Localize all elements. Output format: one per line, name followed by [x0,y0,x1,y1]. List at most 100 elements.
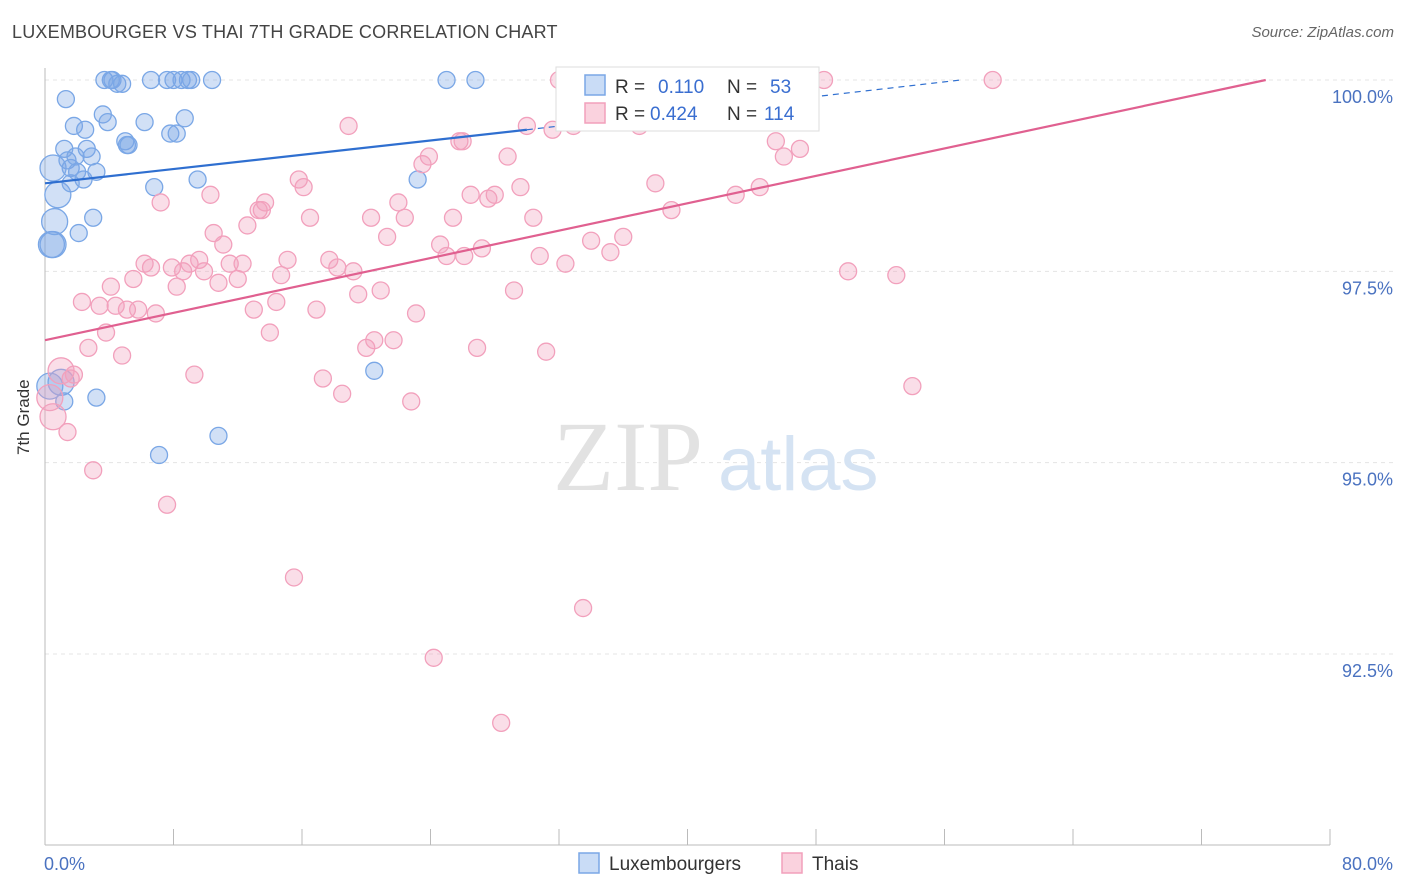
thais-point-19 [146,304,165,323]
thais-point-47 [300,208,320,227]
thais-point-63 [395,208,414,227]
thais-point-74 [461,185,480,204]
thais-point-1 [39,403,67,431]
luxembourgers-point-25 [98,112,117,132]
thais-point-28 [194,262,214,281]
source-label: Source: ZipAtlas.com [1251,24,1394,41]
luxembourgers-point-42 [175,109,194,128]
luxembourgers-point-29 [112,74,132,93]
stats-legend: R = 0.110 N = 53 R = 0.424 N = 114 [555,66,820,132]
luxembourgers-point-19 [82,147,101,166]
thais-point-91 [573,598,593,618]
thais-point-9 [90,296,109,315]
thais-point-35 [233,254,252,273]
thais-point-106 [790,139,810,159]
luxembourgers-point-15 [69,223,88,243]
thais-point-3 [58,422,77,442]
luxembourgers-point-20 [84,208,103,227]
thais-point-29 [201,185,220,204]
luxembourgers-point-45 [188,170,207,189]
thais-point-78 [485,185,504,204]
watermark-atlas: atlas [718,422,879,507]
thais-point-80 [498,147,517,166]
x-tick-labels: 0.0% 80.0% [44,854,1393,874]
luxembourgers-point-48 [365,361,384,380]
legend-n-label-2: N = [727,104,757,125]
thais-point-71 [443,208,463,227]
thais-point-105 [774,147,794,166]
thais-point-16 [129,300,148,319]
watermark: ZIP atlas [553,401,879,512]
thais-point-52 [333,384,352,403]
bottom-legend-label-thais: Thais [812,854,858,875]
thais-point-61 [384,331,403,350]
luxembourgers-point-1 [39,230,67,259]
thais-point-11 [101,277,121,296]
thais-point-32 [214,235,233,254]
luxembourgers-point-40 [167,124,186,143]
thais-point-110 [903,376,922,396]
legend-swatch-luxembourgers [584,74,606,96]
thais-point-109 [887,266,906,285]
thais-point-15 [124,269,143,289]
luxembourgers-point-35 [145,177,164,197]
thais-point-82 [511,177,530,197]
thais-point-59 [371,281,390,300]
thais-point-85 [530,246,549,266]
thais-point-75 [467,338,487,358]
luxembourgers-point-34 [141,70,161,90]
thais-point-79 [492,713,511,733]
bottom-legend-swatch-luxembourgers [578,852,600,874]
thais-point-31 [209,273,228,292]
y-tick-label-3: 92.5% [1342,661,1393,681]
thais-point-97 [646,174,665,193]
thais-point-60 [377,227,397,247]
chart-title: LUXEMBOURGER VS THAI 7TH GRADE CORRELATI… [12,22,558,42]
legend-r-label-1: R = [615,77,645,98]
thais-point-67 [419,147,439,166]
thais-point-83 [517,116,537,136]
series-luxembourgers [36,70,485,465]
thais-point-98 [662,200,681,220]
thais-point-40 [260,323,280,342]
thais-point-21 [157,495,177,514]
legend-r-value-2: 0.424 [650,104,698,125]
thais-point-58 [365,331,384,350]
thais-point-57 [361,208,381,227]
legend-r-label-2: R = [615,104,645,125]
thais-point-113 [252,200,271,220]
thais-point-104 [766,132,785,151]
thais-point-18 [141,258,161,277]
thais-point-65 [406,304,426,323]
thais-point-89 [556,254,575,273]
luxembourgers-point-28 [108,74,127,93]
thais-point-37 [244,300,263,319]
y-tick-labels: 100.0% 97.5% 95.0% 92.5% [1332,87,1393,681]
trend-lines [44,78,1266,342]
thais-point-92 [581,231,601,250]
thais-point-25 [180,254,199,273]
thais-point-55 [349,285,368,304]
thais-point-44 [284,568,304,587]
legend-n-value-2: 114 [764,104,795,125]
luxembourgers-point-12 [64,116,84,136]
luxembourgers-point-3 [40,207,69,236]
trend-line-luxembourgers [44,128,527,185]
thais-point-111 [983,70,1002,90]
thais-point-41 [267,292,286,312]
trend-line-luxembourgers-extension [526,79,961,131]
luxembourgers-point-41 [172,70,191,90]
legend-n-value-1: 53 [770,77,791,98]
luxembourgers-point-51 [466,70,485,90]
thais-point-86 [537,342,556,361]
luxembourgers-point-8 [56,89,76,109]
trend-line-thais [44,78,1266,342]
luxembourgers-point-5 [47,368,75,396]
luxembourgers-point-52 [36,372,64,400]
thais-point-53 [339,116,358,136]
luxembourgers-point-50 [437,70,456,90]
thais-point-49 [313,369,333,388]
thais-point-6 [72,292,92,312]
series-thais [36,70,1002,733]
